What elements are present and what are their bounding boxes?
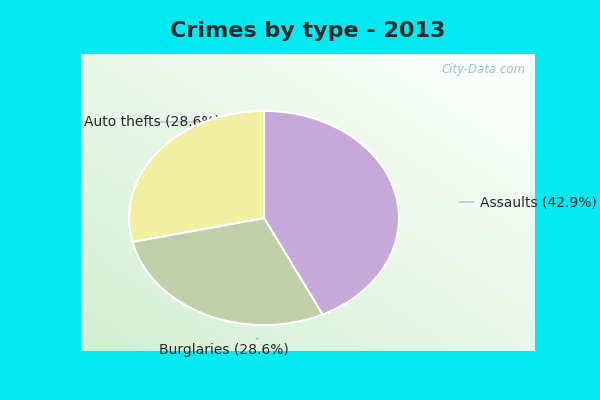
Text: City-Data.com: City-Data.com [442,64,526,76]
Title: Crimes by type - 2013: Crimes by type - 2013 [170,21,445,41]
Wedge shape [133,218,323,325]
Text: Burglaries (28.6%): Burglaries (28.6%) [158,338,289,357]
Wedge shape [129,111,264,242]
Text: Assaults (42.9%): Assaults (42.9%) [459,195,596,209]
Text: Auto thefts (28.6%): Auto thefts (28.6%) [84,115,220,129]
Wedge shape [264,111,399,314]
